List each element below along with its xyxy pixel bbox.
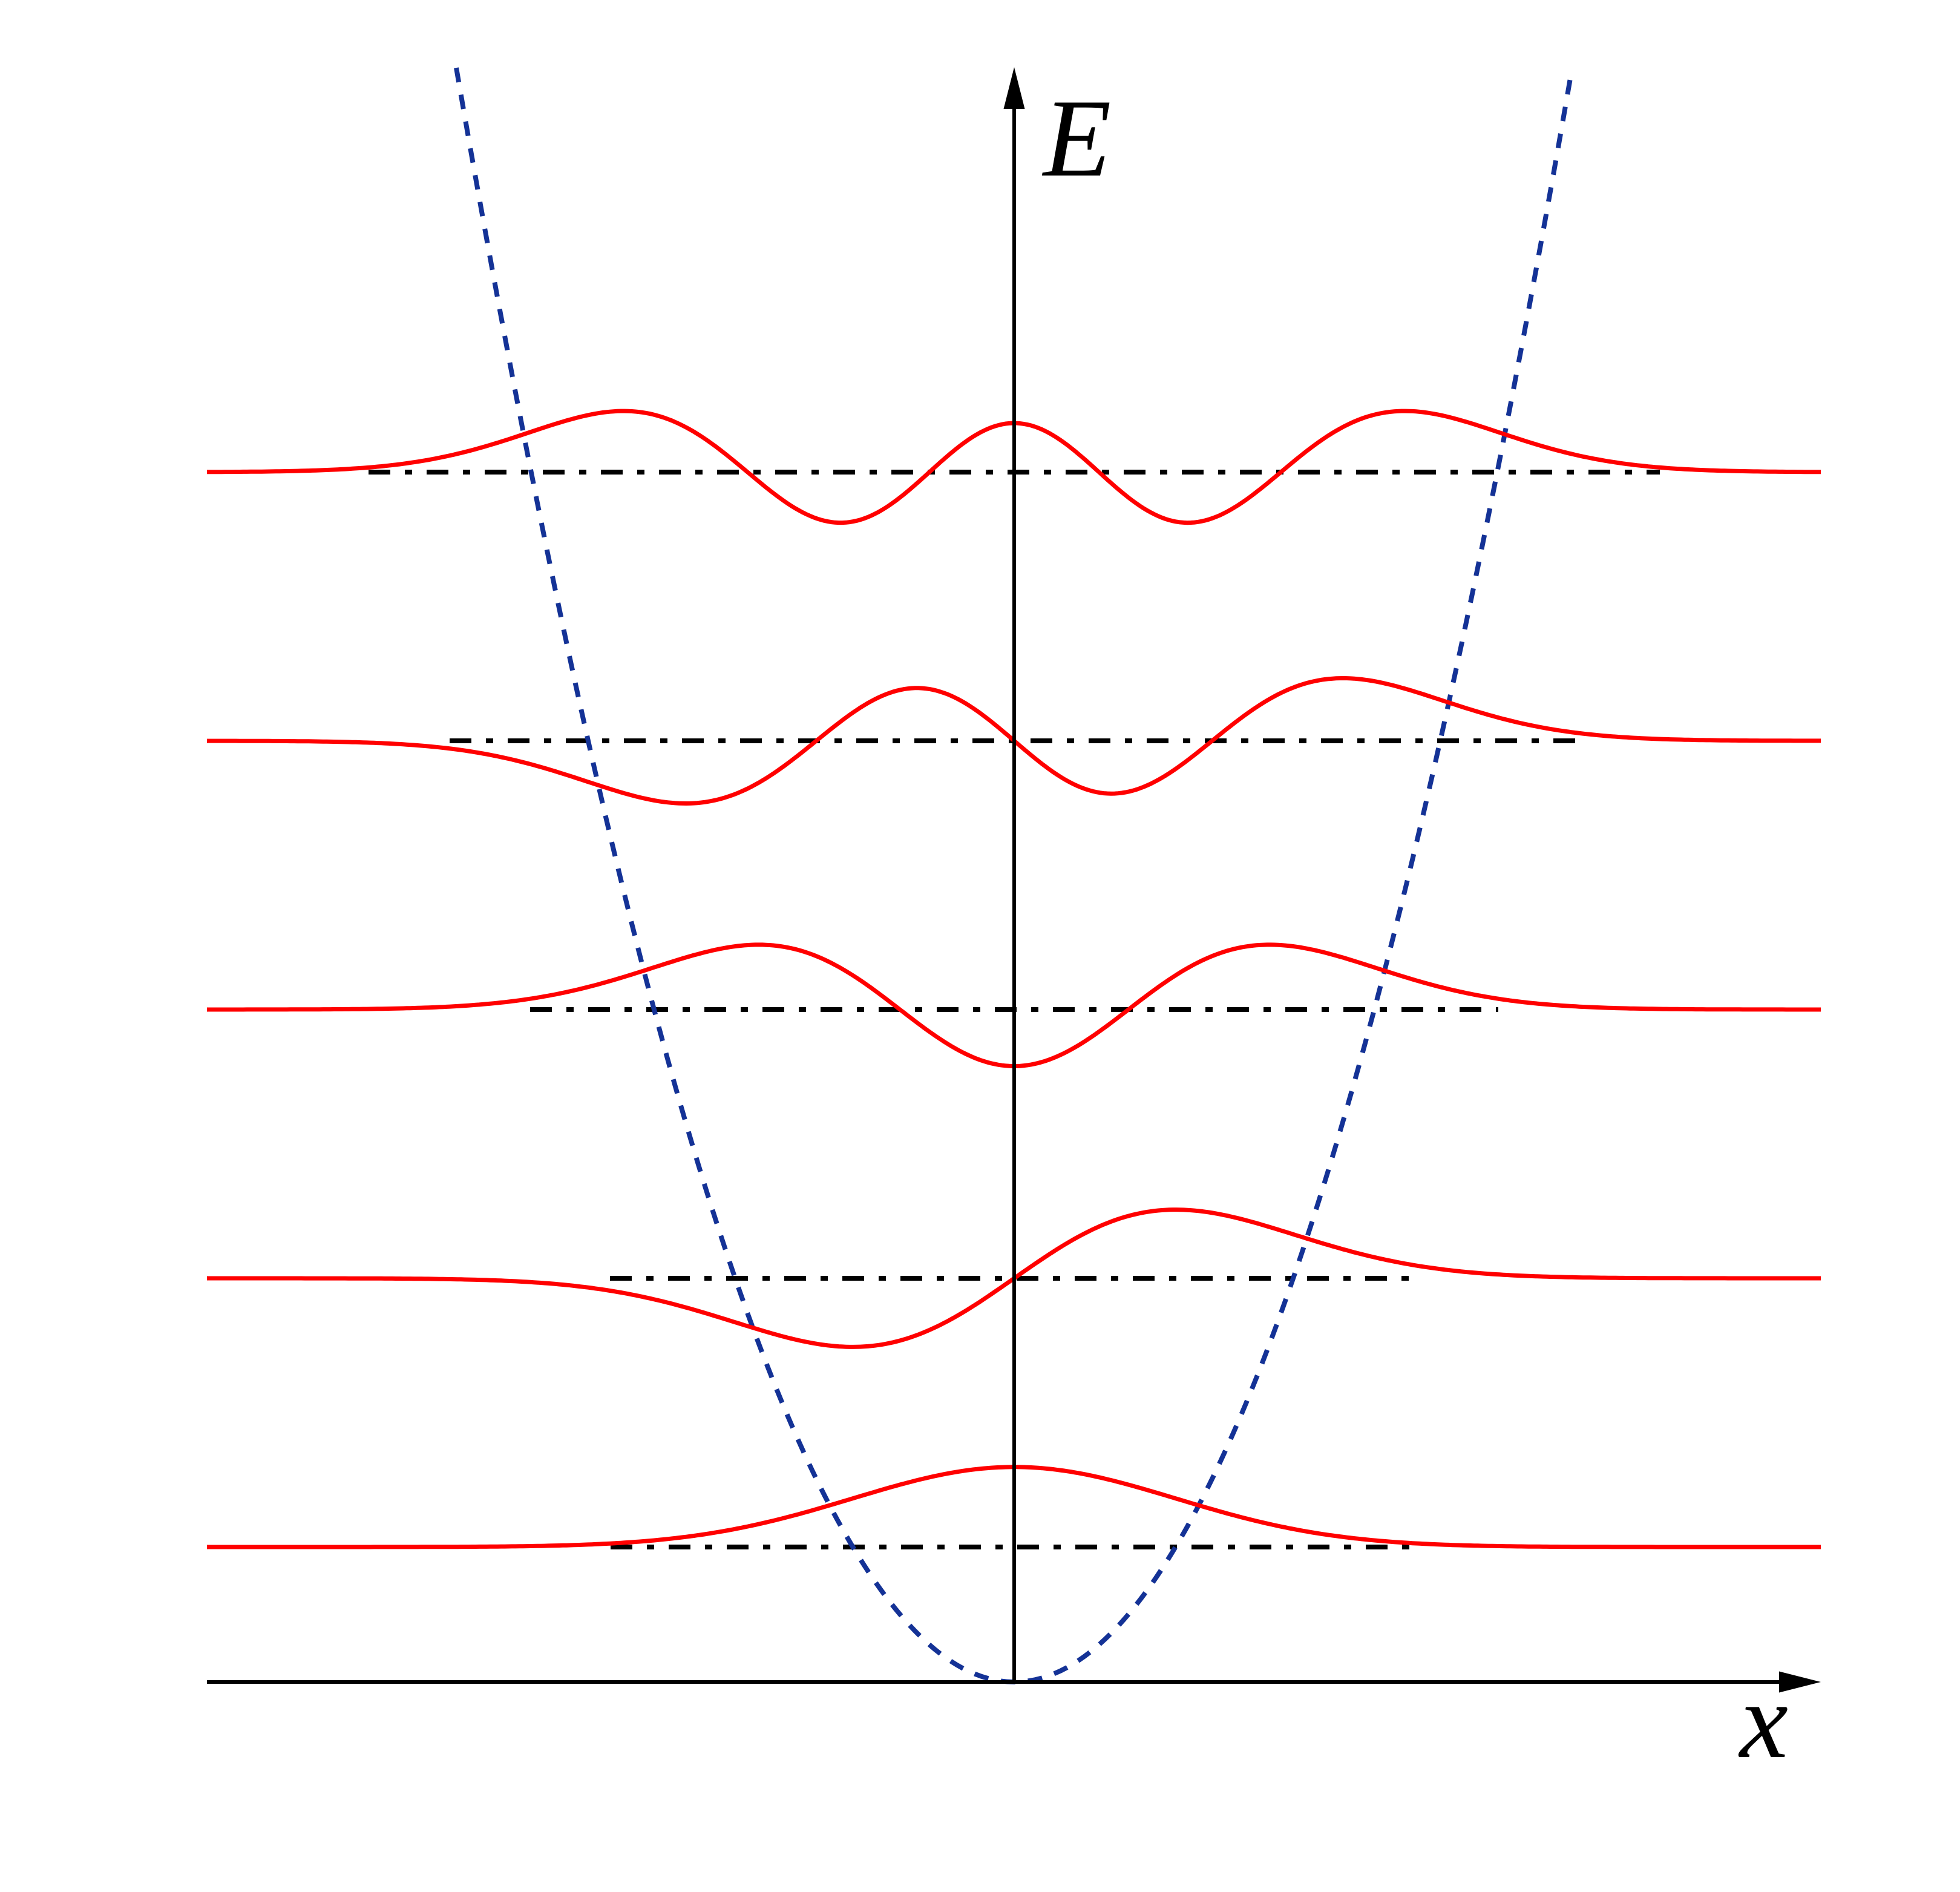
svg-text:E: E: [1041, 76, 1111, 200]
svg-text:x: x: [1738, 1660, 1788, 1781]
